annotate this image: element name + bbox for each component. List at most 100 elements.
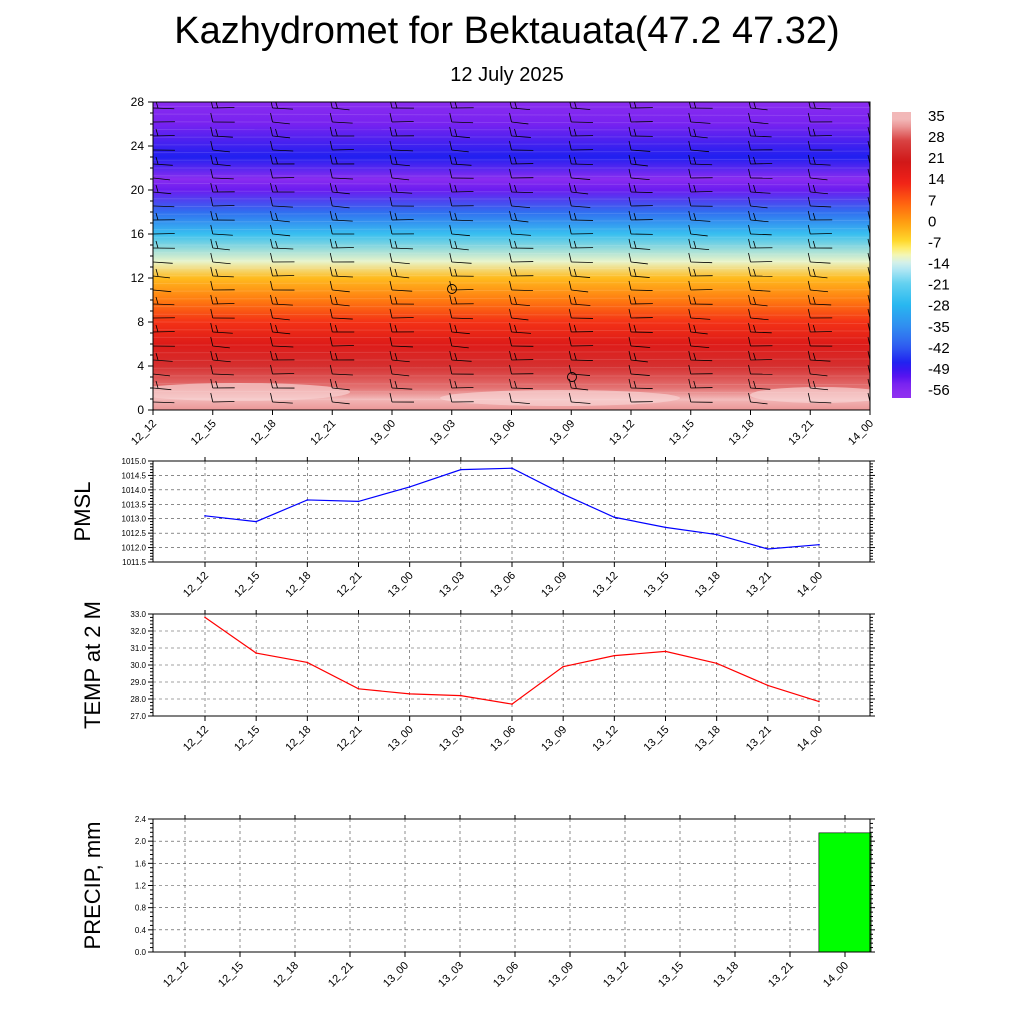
wind-barb-shaft — [750, 289, 771, 292]
wind-barb-flag — [807, 392, 811, 403]
wind-barb-flag — [628, 336, 632, 347]
wind-barb-shaft — [332, 289, 350, 293]
ytick-label: 30.0 — [130, 661, 146, 670]
wind-barb-flag — [807, 154, 811, 165]
contour-line — [153, 244, 870, 247]
wind-barb-flag — [807, 336, 811, 347]
wind-barb-shaft — [630, 359, 648, 363]
wind-barb-shaft — [869, 136, 870, 137]
wind-barb-shaft — [212, 331, 233, 334]
temp-2m-line — [204, 616, 820, 705]
wind-barb-flag — [812, 128, 816, 137]
wind-barb-flag — [334, 184, 338, 193]
wind-barb-flag — [514, 380, 517, 389]
wind-barb-shaft — [332, 205, 350, 209]
wind-barb-flag — [210, 252, 214, 263]
wind-barb-flag — [509, 364, 512, 375]
wind-barb-flag — [155, 268, 159, 277]
wind-barb-shaft — [750, 387, 771, 390]
wind-barb-shaft — [153, 401, 175, 404]
wind-barb-flag — [454, 296, 458, 305]
wind-barb-flag — [628, 210, 632, 221]
wind-barb-shaft — [212, 373, 234, 376]
xtick-label: 13_09 — [539, 570, 569, 600]
wind-barb-flag — [633, 128, 637, 137]
xtick-label: 12_12 — [181, 724, 211, 754]
wind-barb-shaft — [332, 191, 350, 195]
temp-2m-point — [767, 684, 769, 687]
wind-barb-flag — [275, 212, 278, 221]
wind-barb-flag — [210, 196, 214, 207]
wind-barb-shaft — [272, 121, 290, 125]
wind-barb-flag — [748, 126, 751, 137]
xtick-label: 13_00 — [386, 570, 416, 600]
wind-barb-flag — [389, 280, 393, 291]
wind-barb-flag — [688, 364, 692, 375]
wind-barb-flag — [633, 380, 637, 389]
wind-barb-shaft — [511, 121, 529, 125]
wind-barb-flag — [334, 296, 338, 305]
heatmap-xtick-label: 13_12 — [607, 418, 637, 448]
contour-line — [153, 383, 870, 386]
wind-barb-shaft — [212, 261, 231, 265]
wind-barb-flag — [568, 168, 572, 179]
wind-barb-shaft — [451, 121, 474, 124]
wind-barb-flag — [270, 280, 273, 291]
wind-barb-flag — [693, 380, 697, 389]
pmsl-point — [255, 520, 257, 523]
wind-barb-flag — [628, 350, 632, 361]
wind-barb-shaft — [153, 373, 170, 377]
wind-barb-flag — [688, 154, 692, 165]
xtick-label: 13_18 — [693, 724, 723, 754]
wind-barb-flag — [748, 266, 751, 277]
wind-barb-flag — [275, 296, 278, 305]
xtick-label: 13_03 — [436, 960, 466, 990]
wind-barb-flag — [329, 294, 333, 305]
wind-barb-shaft — [750, 107, 768, 111]
wind-barb-shaft — [869, 150, 870, 151]
colorbar-label: 0 — [928, 213, 936, 230]
wind-barb-flag — [748, 112, 751, 123]
wind-barb-flag — [568, 378, 572, 389]
wind-barb-flag — [568, 322, 572, 333]
wind-barb-flag — [449, 154, 453, 165]
wind-barb-flag — [748, 238, 751, 249]
wind-barb-shaft — [571, 387, 589, 391]
wind-barb-flag — [334, 380, 338, 389]
wind-barb-shaft — [810, 303, 832, 306]
wind-barb-flag — [628, 168, 632, 179]
ytick-label: 1013.0 — [122, 515, 147, 524]
ytick-label: 1012.5 — [122, 529, 147, 538]
wind-barb-flag — [807, 126, 811, 137]
contour-line — [153, 398, 870, 401]
wind-barb-flag — [215, 212, 219, 221]
wind-barb-flag — [215, 380, 219, 389]
wind-barb-flag — [812, 156, 816, 165]
wind-barb-flag — [449, 336, 453, 347]
wind-barb-flag — [215, 128, 219, 137]
xtick-label: 13_06 — [491, 960, 521, 990]
ytick-label: 32.0 — [130, 627, 146, 636]
wind-barb-shaft — [810, 233, 832, 235]
wind-barb-flag — [688, 294, 692, 305]
wind-barb-flag — [688, 140, 692, 151]
wind-barb-flag — [812, 240, 816, 249]
wind-barb-shaft — [511, 303, 530, 307]
wind-barb-flag — [807, 378, 811, 389]
wind-barb-flag — [688, 168, 692, 179]
ytick-label: 1015.0 — [122, 457, 147, 466]
precip-ylabel: PRECIP, mm — [80, 822, 105, 950]
wind-barb-shaft — [451, 219, 474, 222]
wind-barb-flag — [753, 128, 756, 137]
wind-barb-shaft — [212, 359, 231, 363]
heatmap-ytick-label: 16 — [131, 227, 145, 241]
wind-barb-flag — [693, 268, 697, 277]
wind-barb-flag — [449, 322, 453, 333]
pmsl-point — [818, 543, 820, 546]
wind-barb-shaft — [391, 247, 414, 250]
ytick-label: 0.0 — [135, 948, 147, 957]
wind-barb-shaft — [750, 317, 769, 321]
wind-barb-flag — [329, 322, 333, 333]
wind-barb-shaft — [690, 233, 708, 237]
temp-panel: 27.0 28.0 29.0 30.0 31.0 32.0 33.0 12_12 12_15 12… — [80, 601, 875, 754]
